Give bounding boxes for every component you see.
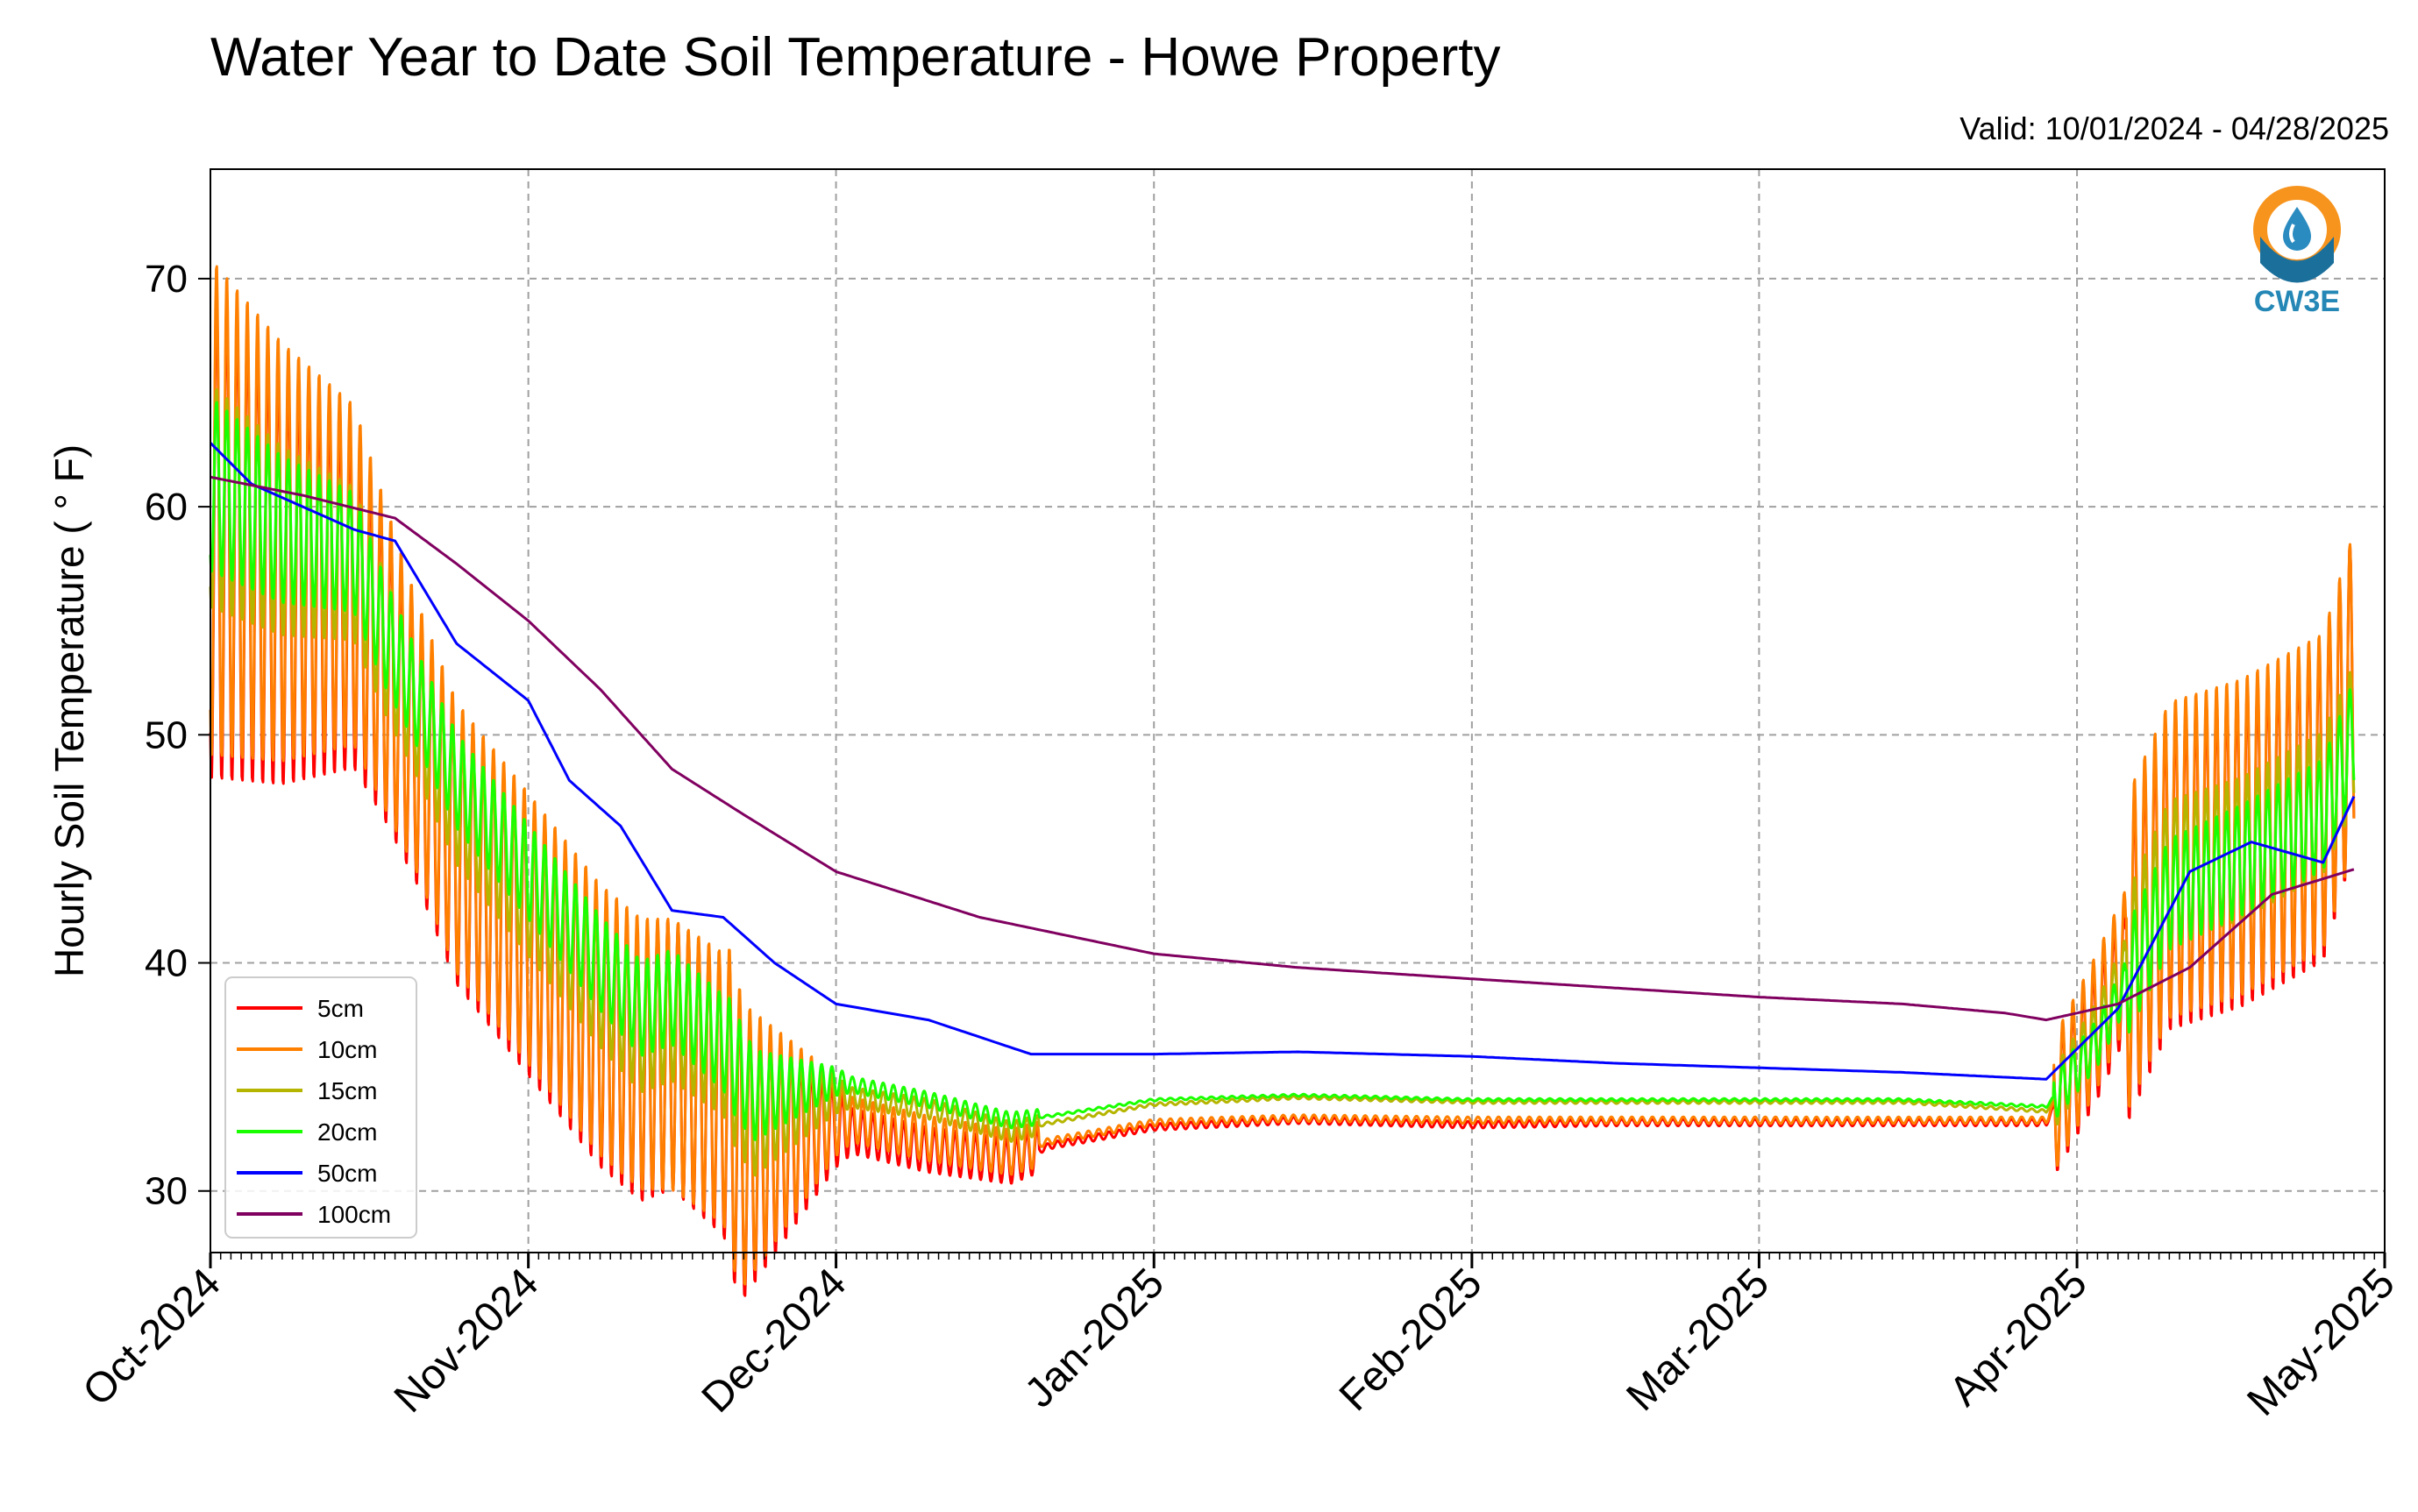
logo-text: CW3E	[2254, 285, 2340, 318]
series-line-10cm	[209, 265, 2356, 1286]
y-axis-label: Hourly Soil Temperature ( ° F)	[46, 444, 92, 977]
y-tick-label: 50	[145, 713, 188, 756]
legend-label-50cm: 50cm	[317, 1160, 377, 1187]
cw3e-logo: CW3E	[2253, 186, 2341, 318]
x-tick-label: Feb-2025	[1331, 1260, 1491, 1420]
series-line-5cm	[209, 287, 2356, 1297]
logo-drop-icon	[2283, 207, 2311, 251]
plot-frame	[210, 168, 2386, 1253]
y-tick-label: 60	[145, 486, 188, 529]
series-line-100cm	[210, 475, 2355, 1022]
x-tick-label: Apr-2025	[1941, 1260, 2096, 1415]
series-line-20cm	[209, 401, 2356, 1141]
x-tick-label: Mar-2025	[1618, 1260, 1778, 1420]
logo-wave-icon	[2260, 237, 2334, 283]
x-tick-label: May-2025	[2238, 1260, 2403, 1424]
series-lines	[209, 265, 2356, 1297]
y-tick-label: 30	[145, 1170, 188, 1213]
legend-label-20cm: 20cm	[317, 1118, 377, 1146]
legend: 5cm 10cm 15cm 20cm 50cm 100cm	[224, 976, 417, 1239]
x-tick-label: Jan-2025	[1016, 1260, 1173, 1416]
legend-label-100cm: 100cm	[317, 1201, 391, 1228]
y-tick-label: 70	[145, 258, 188, 301]
x-tick-label: Dec-2024	[693, 1260, 856, 1422]
chart-subtitle: Valid: 10/01/2024 - 04/28/2025	[1959, 110, 2389, 146]
grid-lines	[210, 169, 2386, 1253]
logo-drop-highlight-icon	[2289, 224, 2295, 244]
legend-label-15cm: 15cm	[317, 1077, 377, 1104]
axis-ticks: 30 40 50 60 70 Oct-2024 Nov-2024 Dec-2024 Jan-20…	[75, 258, 2404, 1425]
chart-title: Water Year to Date Soil Temperature - Ho…	[210, 27, 1501, 88]
legend-label-5cm: 5cm	[317, 995, 364, 1022]
x-tick-label: Oct-2024	[75, 1260, 230, 1415]
x-tick-label: Nov-2024	[386, 1260, 548, 1422]
y-tick-label: 40	[145, 942, 188, 985]
series-line-50cm	[209, 442, 2356, 1081]
legend-label-10cm: 10cm	[317, 1036, 377, 1063]
